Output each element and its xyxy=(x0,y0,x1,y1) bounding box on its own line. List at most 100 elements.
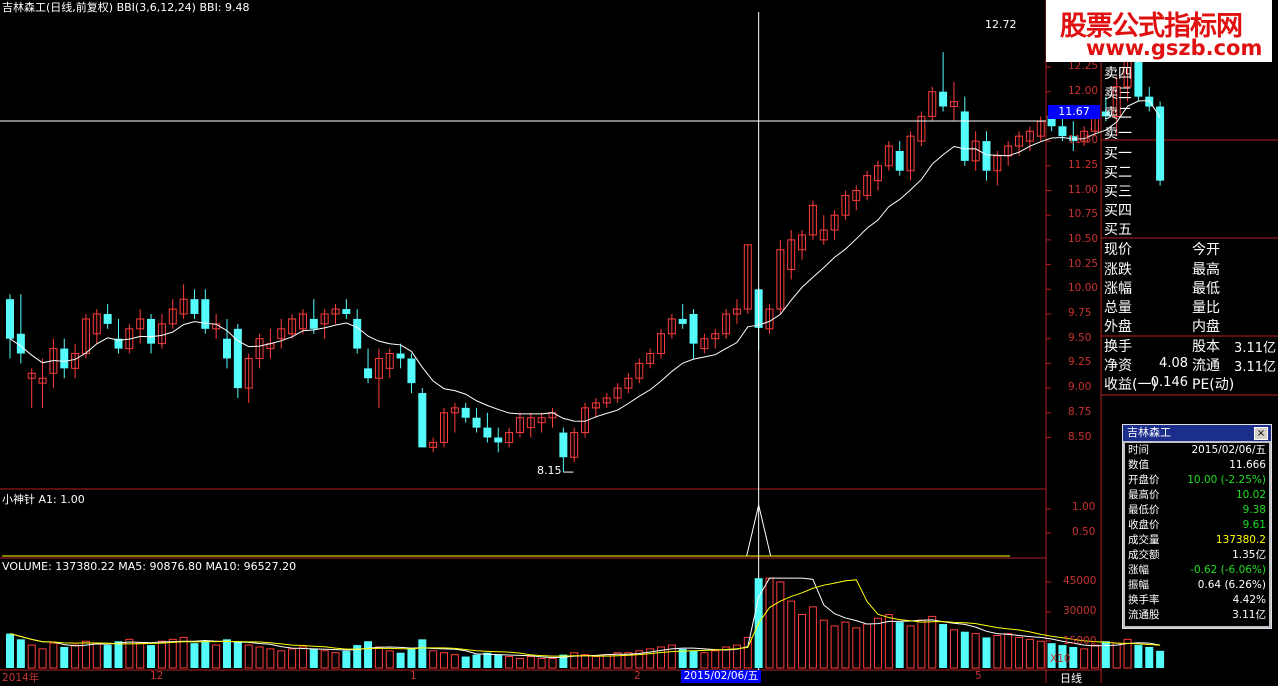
volume-bar xyxy=(396,652,405,668)
net-asset-value: 4.08 xyxy=(1159,356,1188,371)
volume-bar xyxy=(472,654,481,668)
candle-body xyxy=(732,308,741,315)
data-window-row-label: 最高价 xyxy=(1128,489,1160,501)
candle-body xyxy=(233,328,242,389)
volume-bar xyxy=(147,645,156,668)
net-asset-label: 净资 xyxy=(1104,358,1132,374)
quote-label: 最高 xyxy=(1192,262,1220,278)
volume-bar xyxy=(505,656,514,669)
candle-body xyxy=(136,318,145,330)
buy-5[interactable]: 买五 xyxy=(1104,222,1132,238)
data-window[interactable]: 吉林森工 × 时间 2015/02/06/五 数值 11.666 开盘价 10.00 (-… xyxy=(1122,424,1272,629)
data-window-title[interactable]: 吉林森工 × xyxy=(1123,425,1271,441)
candle-body xyxy=(71,353,80,369)
data-window-row: 成交量 137380.2 xyxy=(1125,533,1269,547)
volume-bar xyxy=(906,625,915,669)
volume-bar xyxy=(136,642,145,669)
data-window-row-label: 涨幅 xyxy=(1128,564,1149,576)
volume-bar xyxy=(548,657,557,669)
cursor-date-label: 2015/02/06/五 xyxy=(681,670,761,683)
buy-2[interactable]: 买二 xyxy=(1104,165,1132,181)
data-window-row-value: 9.38 xyxy=(1242,504,1266,516)
volume-bar xyxy=(374,646,383,669)
volume-bar xyxy=(960,631,969,668)
price-tick: 10.75 xyxy=(1068,208,1099,221)
candle-body xyxy=(1080,130,1089,142)
candle-body xyxy=(635,362,644,379)
data-window-row-value: 0.64 (6.26%) xyxy=(1197,579,1266,591)
candle-body xyxy=(342,309,351,314)
candle-body xyxy=(1134,32,1143,97)
eps-label: 收益(一) xyxy=(1104,377,1157,393)
low-annotation: 8.15 xyxy=(537,464,562,477)
candle-body xyxy=(993,155,1002,172)
candle-body xyxy=(678,318,687,324)
candle-body xyxy=(722,313,731,335)
quote-label: 外盘 xyxy=(1104,319,1132,335)
candle-body xyxy=(429,441,438,448)
data-window-row-label: 流通股 xyxy=(1128,609,1160,621)
candle-body xyxy=(374,357,383,379)
volume-bar xyxy=(1112,642,1121,669)
float-label: 流通 xyxy=(1192,358,1220,374)
buy-1[interactable]: 买一 xyxy=(1104,146,1132,162)
volume-bar xyxy=(993,635,1002,669)
quote-label: 今开 xyxy=(1192,242,1220,258)
candle-body xyxy=(6,299,14,339)
volume-bar xyxy=(16,639,25,668)
buy-3[interactable]: 买三 xyxy=(1104,184,1132,200)
data-window-row: 开盘价 10.00 (-2.25%) xyxy=(1125,473,1269,487)
data-window-row: 流通股 3.11亿 xyxy=(1125,608,1269,622)
volume-tick: 45000 xyxy=(1063,575,1097,587)
kline-title: 吉林森工(日线,前复权) BBI(3,6,12,24) BBI: 9.48 xyxy=(2,1,250,14)
candle-body xyxy=(657,333,665,355)
volume-bar xyxy=(255,646,264,669)
candle-body xyxy=(1112,86,1121,117)
volume-bar xyxy=(494,654,503,668)
volume-bar xyxy=(81,640,90,669)
data-window-row-value: 11.666 xyxy=(1229,459,1266,471)
volume-bar xyxy=(700,652,709,669)
candle-body xyxy=(884,145,893,167)
candle-body xyxy=(613,387,622,399)
volume-ma10 xyxy=(9,579,1161,657)
sell-2[interactable]: 卖二 xyxy=(1104,106,1132,122)
price-tick: 12.25 xyxy=(1068,60,1099,72)
data-window-row: 振幅 0.64 (6.26%) xyxy=(1125,578,1269,592)
volume-bar xyxy=(591,656,600,669)
candle-body xyxy=(798,234,807,251)
candle-body xyxy=(939,91,948,107)
data-window-row-label: 数值 xyxy=(1128,459,1149,471)
volume-bar xyxy=(917,619,926,669)
price-tick: 8.50 xyxy=(1068,430,1092,443)
period-tab[interactable]: 日线 xyxy=(1060,672,1082,685)
sell-4[interactable]: 卖四 xyxy=(1104,66,1132,82)
price-tick: 8.75 xyxy=(1068,405,1092,418)
candle-body xyxy=(103,314,112,324)
candle-body xyxy=(244,357,253,389)
price-tick: 11.00 xyxy=(1068,183,1099,196)
close-icon[interactable]: × xyxy=(1254,427,1268,440)
data-window-row-label: 时间 xyxy=(1128,444,1149,456)
price-tick: 10.50 xyxy=(1068,232,1099,245)
date-label: 2 xyxy=(634,670,641,682)
watermark-title: 股票公式指标网 xyxy=(1060,11,1243,42)
data-window-row-label: 成交额 xyxy=(1128,549,1160,561)
volume-bar xyxy=(190,643,199,668)
candle-body xyxy=(494,437,503,443)
volume-bar xyxy=(852,627,861,669)
sell-3[interactable]: 卖三 xyxy=(1104,86,1132,102)
volume-tick: 15000 xyxy=(1063,635,1097,647)
volume-bar xyxy=(765,577,774,669)
volume-bar xyxy=(288,648,297,669)
buy-4[interactable]: 买四 xyxy=(1104,203,1132,219)
candle-body xyxy=(1156,106,1165,181)
quote-label: 内盘 xyxy=(1192,319,1220,335)
sell-1[interactable]: 卖一 xyxy=(1104,126,1132,142)
candle-body xyxy=(60,348,69,369)
indicator-title: 小神针 A1: 1.00 xyxy=(2,493,85,506)
date-label: 12 xyxy=(150,670,164,682)
candle-body xyxy=(461,407,470,418)
volume-bar xyxy=(407,648,416,668)
